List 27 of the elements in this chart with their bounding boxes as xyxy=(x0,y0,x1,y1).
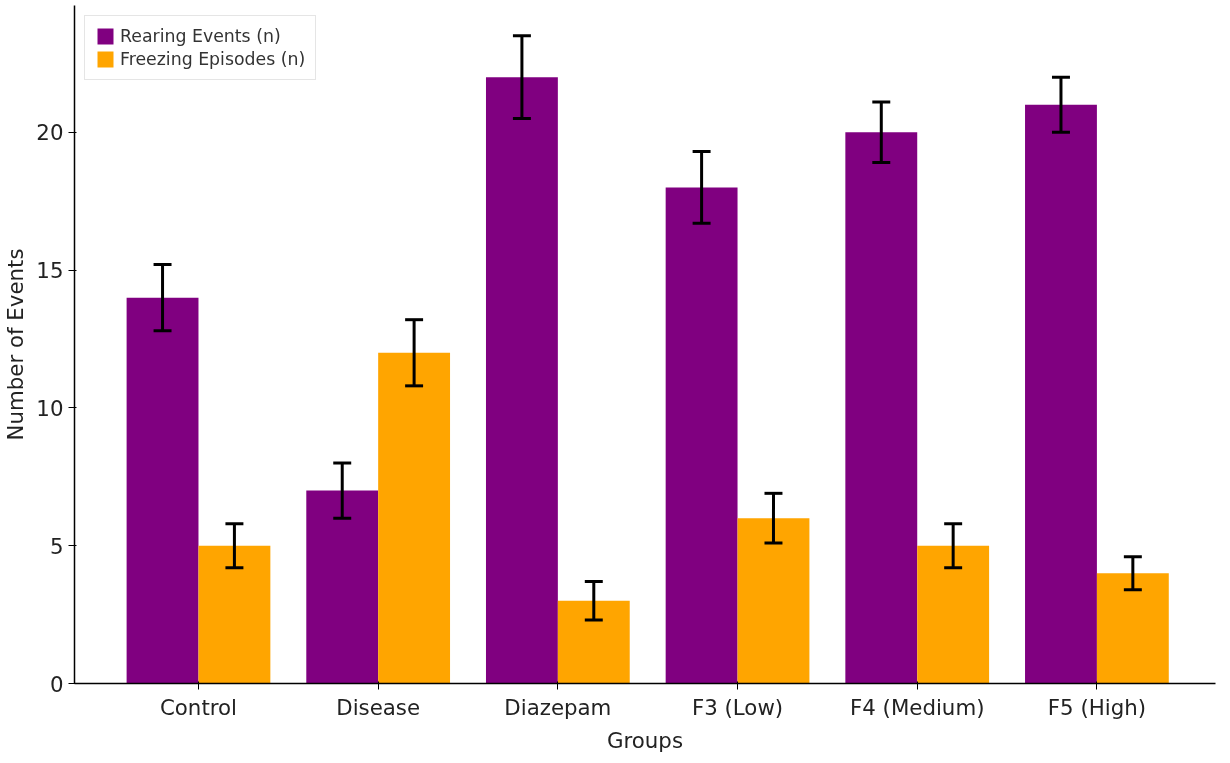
x-tick-label: F4 (Medium) xyxy=(849,694,985,720)
y-tick-label: 0 xyxy=(49,671,64,697)
y-tick-label: 20 xyxy=(36,120,64,146)
bar xyxy=(737,518,810,684)
y-tick-label: 10 xyxy=(36,395,64,421)
bar xyxy=(1096,573,1169,684)
bar xyxy=(306,490,379,684)
bar xyxy=(557,600,630,684)
bar xyxy=(917,545,990,684)
bar xyxy=(378,352,451,684)
bar xyxy=(1025,104,1097,684)
bar xyxy=(485,77,558,684)
x-tick-label: Diazepam xyxy=(504,694,612,720)
legend-label: Rearing Events (n) xyxy=(120,26,281,46)
x-tick-label: F5 (High) xyxy=(1047,694,1147,720)
bar xyxy=(198,545,271,684)
x-tick-label: F3 (Low) xyxy=(691,694,784,720)
x-tick-label: Control xyxy=(159,694,238,720)
x-axis-title: Groups xyxy=(606,727,684,753)
legend-label: Freezing Episodes (n) xyxy=(120,49,306,69)
y-tick-label: 15 xyxy=(36,258,64,284)
bar xyxy=(126,297,199,684)
x-tick-label: Disease xyxy=(336,694,421,720)
y-tick-label: 5 xyxy=(49,533,64,559)
bar xyxy=(845,132,918,684)
bar xyxy=(665,187,738,684)
y-axis-title: Number of Events xyxy=(3,248,29,441)
